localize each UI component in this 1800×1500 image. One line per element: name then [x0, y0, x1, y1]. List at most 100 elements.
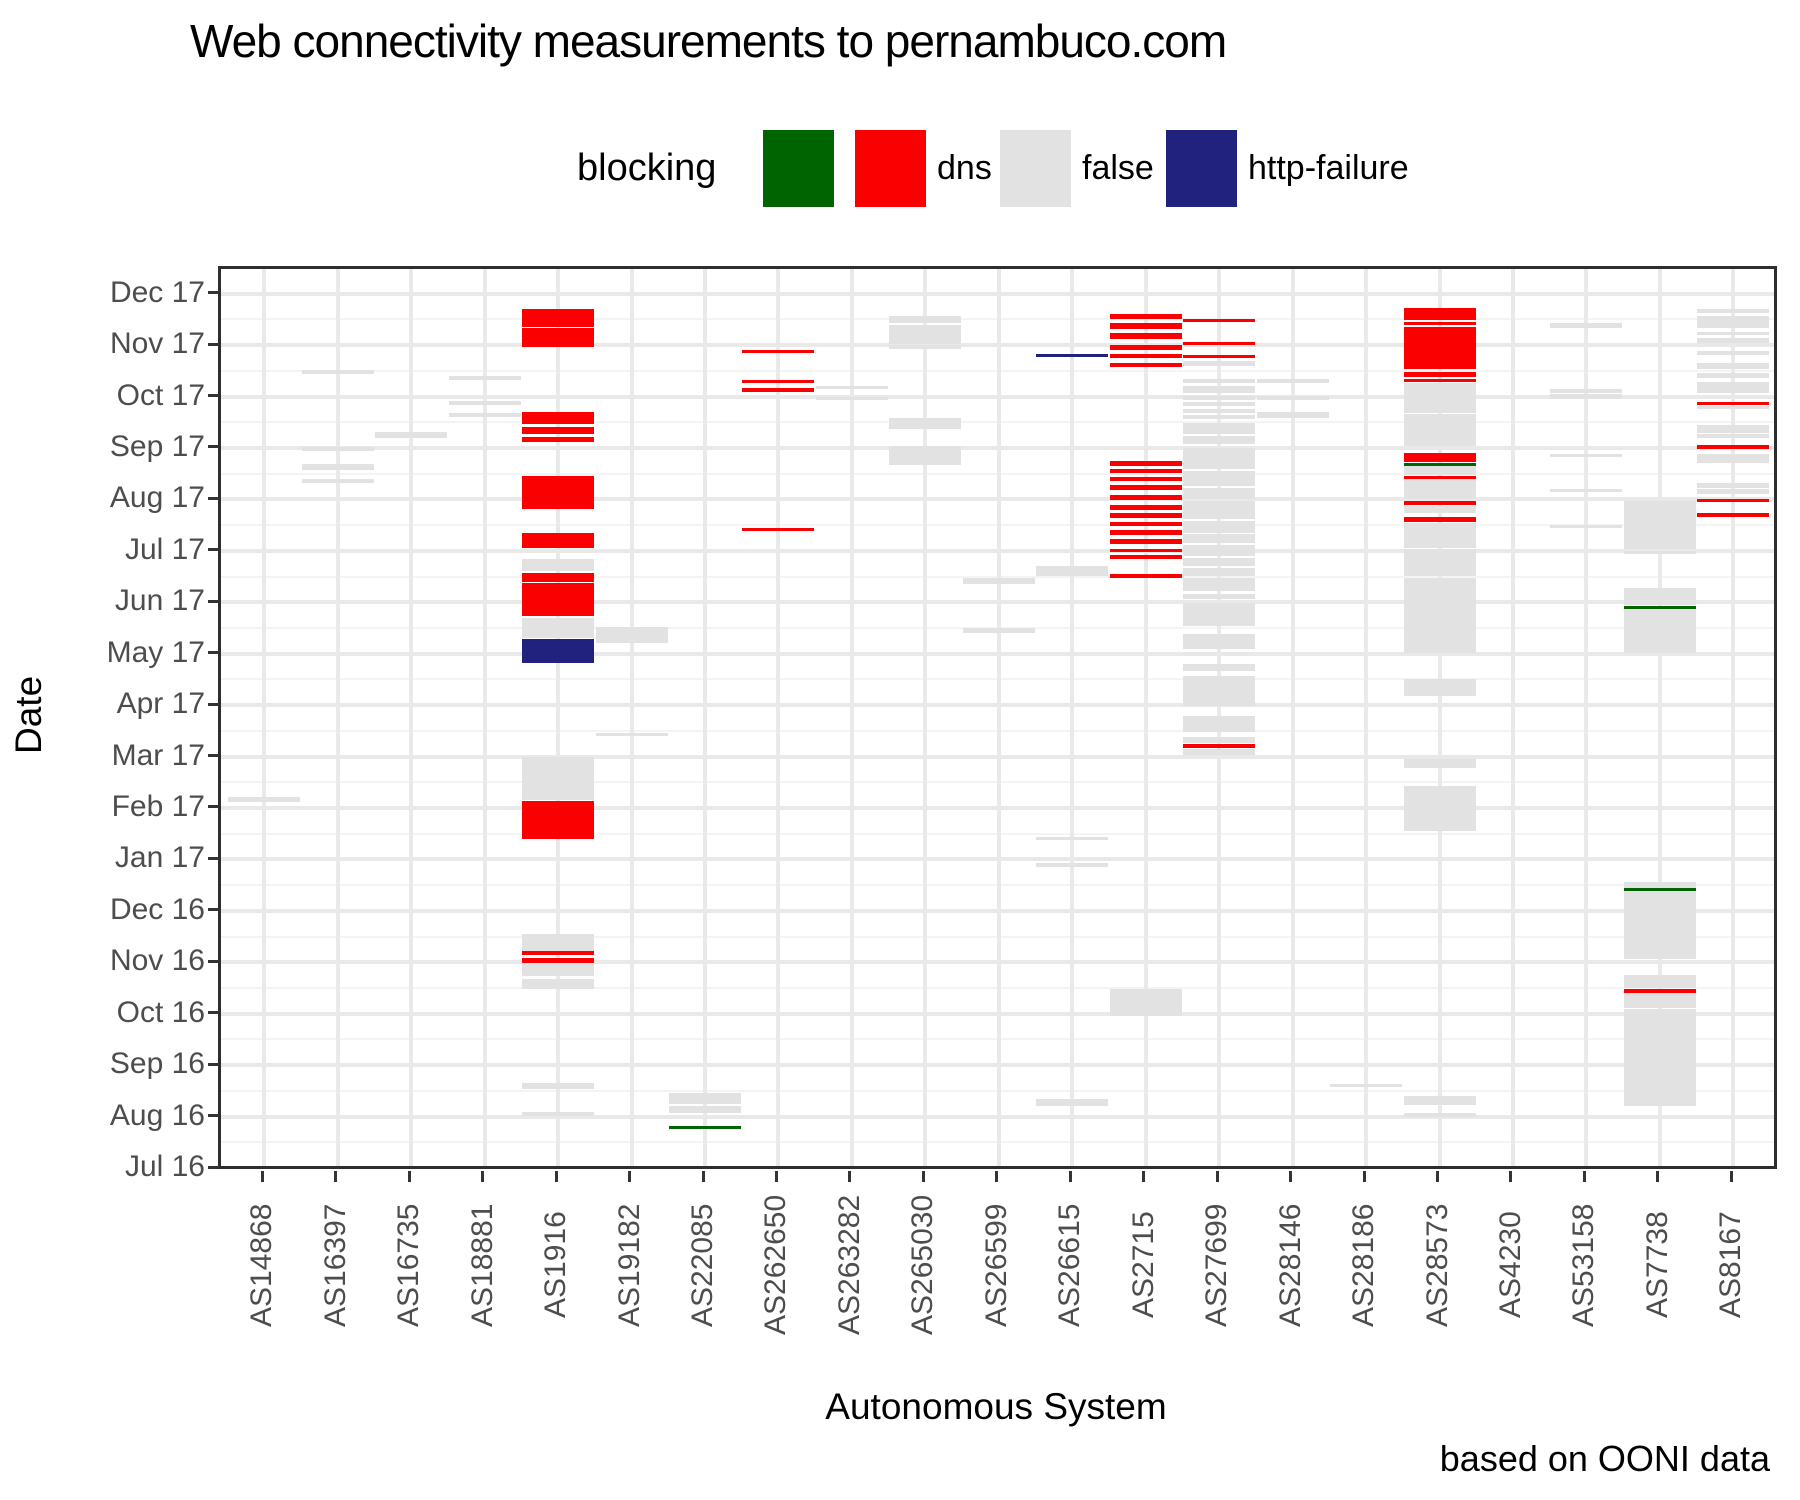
mark-AS26599 — [962, 627, 1035, 634]
mark-AS2715 — [1109, 505, 1182, 511]
mark-AS1916 — [522, 757, 595, 800]
mark-AS8167 — [1697, 382, 1770, 393]
mark-AS27699 — [1183, 408, 1256, 413]
mark-AS28573 — [1403, 465, 1476, 475]
mark-AS28573 — [1403, 506, 1476, 513]
x-tick-label: AS19182 — [612, 1203, 646, 1327]
mark-AS27699 — [1183, 737, 1256, 744]
mark-AS2715 — [1109, 363, 1182, 367]
mark-AS1916 — [522, 618, 595, 638]
mark-AS28573 — [1403, 1112, 1476, 1118]
gridline-vertical — [482, 269, 487, 1166]
mark-AS27699 — [1183, 342, 1256, 346]
mark-AS28573 — [1403, 453, 1476, 462]
legend-label-dns: dns — [937, 149, 992, 187]
mark-AS1916 — [522, 979, 595, 990]
mark-AS2715 — [1109, 476, 1182, 481]
mark-AS8167 — [1697, 424, 1770, 434]
x-tick-label: AS262650 — [759, 1194, 793, 1336]
mark-AS27699 — [1183, 500, 1256, 519]
mark-AS8167 — [1697, 482, 1770, 489]
mark-AS27699 — [1183, 634, 1256, 650]
mark-AS28573 — [1403, 516, 1476, 523]
mark-AS8167 — [1697, 498, 1770, 502]
mark-AS28573 — [1403, 500, 1476, 506]
mark-AS8167 — [1697, 363, 1770, 369]
caption: based on OONI data — [1439, 1438, 1770, 1479]
x-tick-label: AS4230 — [1493, 1211, 1527, 1319]
mark-AS7738 — [1623, 550, 1696, 554]
x-tick-label: AS265030 — [906, 1194, 940, 1336]
mark-AS26615 — [1036, 863, 1109, 868]
y-tick-label: Mar 17 — [111, 738, 205, 772]
x-axis-tick — [1656, 1171, 1660, 1182]
gridline-vertical — [996, 269, 1001, 1166]
mark-AS27699 — [1183, 318, 1256, 322]
chart-title: Web connectivity measurements to pernamb… — [190, 15, 1227, 67]
mark-AS28573 — [1403, 462, 1476, 466]
mark-AS2715 — [1109, 345, 1182, 350]
mark-AS27699 — [1183, 471, 1256, 487]
gridline-vertical — [1584, 269, 1589, 1166]
x-tick-label: AS28573 — [1420, 1203, 1454, 1327]
mark-AS16397 — [301, 369, 374, 374]
mark-AS2715 — [1109, 332, 1182, 339]
mark-AS53158 — [1550, 525, 1623, 529]
y-tick-label: Sep 17 — [109, 429, 205, 463]
mark-AS265030 — [889, 315, 962, 323]
mark-AS265030 — [889, 325, 962, 330]
mark-AS8167 — [1697, 454, 1770, 463]
y-tick-label: Oct 16 — [116, 995, 205, 1029]
mark-AS27699 — [1183, 521, 1256, 533]
gridline-vertical — [923, 269, 928, 1166]
mark-AS28573 — [1403, 371, 1476, 377]
mark-AS2715 — [1109, 573, 1182, 579]
x-axis-tick — [1215, 1171, 1219, 1182]
mark-AS265030 — [889, 345, 962, 350]
mark-AS16397 — [301, 446, 374, 452]
gridline-major — [221, 1166, 1774, 1169]
mark-AS19182 — [595, 626, 668, 643]
gridline-vertical — [1070, 269, 1075, 1166]
x-axis-tick — [1142, 1171, 1146, 1182]
gridline-vertical — [1437, 269, 1442, 1166]
gridline-vertical — [703, 269, 707, 1166]
mark-AS1916 — [522, 475, 595, 510]
mark-AS27699 — [1183, 545, 1256, 556]
mark-AS27699 — [1183, 422, 1256, 435]
mark-AS53158 — [1550, 454, 1623, 458]
gridline-vertical — [1290, 269, 1295, 1166]
mark-AS1916 — [522, 1111, 595, 1117]
y-tick-label: Feb 17 — [111, 789, 205, 823]
mark-AS7738 — [1623, 1009, 1696, 1106]
mark-AS2715 — [1109, 539, 1182, 545]
mark-AS1916 — [522, 532, 595, 548]
x-tick-label: AS18881 — [465, 1203, 499, 1327]
mark-AS2715 — [1109, 529, 1182, 535]
mark-AS27699 — [1183, 567, 1256, 577]
y-tick-label: Dec 16 — [109, 892, 205, 926]
legend-swatch-dns — [855, 130, 926, 207]
mark-AS1916 — [522, 958, 595, 963]
mark-AS27699 — [1183, 415, 1256, 420]
mark-AS263282 — [815, 397, 888, 401]
mark-AS22085 — [669, 1092, 741, 1105]
mark-AS2715 — [1109, 323, 1182, 330]
y-tick-label: Aug 17 — [109, 481, 205, 515]
mark-AS8167 — [1697, 332, 1770, 336]
mark-AS16735 — [375, 432, 448, 439]
mark-AS27699 — [1183, 396, 1256, 401]
mark-AS26599 — [962, 578, 1035, 584]
mark-AS1916 — [522, 1083, 595, 1089]
x-axis-tick — [774, 1171, 778, 1182]
x-axis-tick — [1582, 1171, 1586, 1182]
mark-AS8167 — [1697, 372, 1770, 379]
mark-AS8167 — [1697, 337, 1770, 344]
mark-AS8167 — [1697, 512, 1770, 517]
gridline-vertical — [776, 269, 781, 1166]
mark-AS27699 — [1183, 361, 1256, 367]
x-axis-tick — [921, 1171, 925, 1182]
mark-AS28573 — [1403, 785, 1476, 832]
y-tick-label: Nov 17 — [109, 327, 205, 361]
